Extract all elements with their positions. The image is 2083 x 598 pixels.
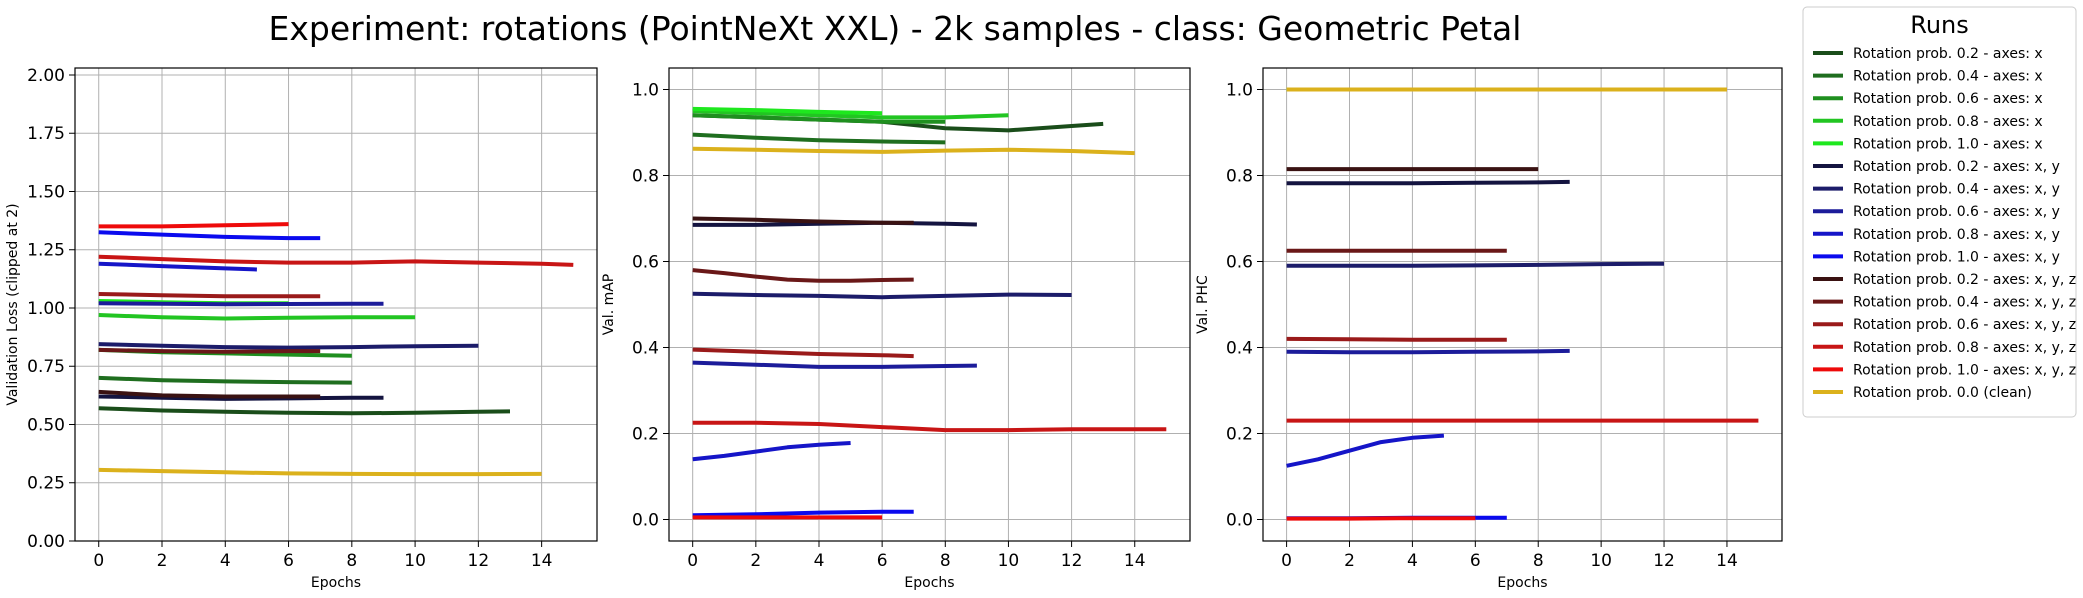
series-line: [1287, 182, 1570, 183]
series-line: [99, 224, 289, 226]
y-tick-label: 1.75: [27, 124, 65, 144]
y-tick-label: 1.25: [27, 241, 65, 261]
x-tick-label: 12: [468, 551, 490, 571]
x-tick-label: 2: [750, 551, 761, 571]
x-tick-label: 6: [1470, 551, 1481, 571]
x-tick-label: 6: [283, 551, 294, 571]
legend-entry-label: Rotation prob. 0.8 - axes: x, y: [1853, 227, 2060, 243]
legend-entry-label: Rotation prob. 1.0 - axes: x: [1853, 136, 2043, 152]
x-tick-label: 2: [1344, 551, 1355, 571]
y-tick-label: 1.50: [27, 182, 65, 202]
legend-entry-label: Rotation prob. 1.0 - axes: x, y: [1853, 249, 2060, 265]
x-tick-label: 6: [877, 551, 888, 571]
legend-entry-label: Rotation prob. 0.2 - axes: x: [1853, 46, 2043, 62]
legend-entry-label: Rotation prob. 0.6 - axes: x, y, z: [1853, 317, 2076, 333]
y-tick-label: 0.4: [1226, 339, 1253, 359]
y-axis-label: Validation Loss (clipped at 2): [5, 203, 21, 405]
series-line: [1287, 351, 1570, 352]
legend-entry-label: Rotation prob. 0.8 - axes: x: [1853, 114, 2043, 130]
x-tick-label: 0: [687, 551, 698, 571]
legend-entry-label: Rotation prob. 0.4 - axes: x, y: [1853, 182, 2060, 198]
legend-entry-label: Rotation prob. 0.6 - axes: x, y: [1853, 204, 2060, 220]
series-line: [99, 294, 321, 296]
y-tick-label: 0.00: [27, 532, 65, 552]
x-axis-label: Epochs: [904, 575, 954, 591]
x-tick-label: 4: [814, 551, 825, 571]
x-tick-label: 12: [1653, 551, 1675, 571]
y-tick-label: 0.2: [1226, 425, 1253, 445]
series-line: [99, 303, 384, 304]
x-tick-label: 14: [1124, 551, 1146, 571]
legend-entry-label: Rotation prob. 0.4 - axes: x, y, z: [1853, 295, 2076, 311]
x-tick-label: 8: [346, 551, 357, 571]
x-tick-label: 10: [1590, 551, 1612, 571]
x-axis-label: Epochs: [1497, 575, 1547, 591]
y-axis-label: Val. PHC: [1195, 275, 1211, 334]
series-line: [1287, 264, 1664, 266]
x-tick-label: 12: [1061, 551, 1083, 571]
x-tick-label: 0: [1281, 551, 1292, 571]
y-tick-label: 0.25: [27, 474, 65, 494]
y-tick-label: 0.8: [632, 167, 659, 187]
legend-entry-label: Rotation prob. 0.8 - axes: x, y, z: [1853, 340, 2076, 356]
x-tick-label: 8: [1533, 551, 1544, 571]
y-tick-label: 0.50: [27, 415, 65, 435]
legend-entry-label: Rotation prob. 1.0 - axes: x, y, z: [1853, 362, 2076, 378]
legend: Runs Rotation prob. 0.2 - axes: x Rotation…: [1803, 7, 2076, 417]
y-tick-label: 1.0: [632, 81, 659, 101]
series-line: [99, 350, 321, 352]
y-tick-label: 0.2: [632, 425, 659, 445]
figure-title: Experiment: rotations (PointNeXt XXL) - …: [269, 9, 1522, 48]
y-tick-label: 0.6: [1226, 253, 1253, 273]
y-tick-label: 0.8: [1226, 167, 1253, 187]
legend-title: Runs: [1910, 11, 1969, 39]
y-tick-label: 2.00: [27, 66, 65, 86]
legend-entry-label: Rotation prob. 0.4 - axes: x: [1853, 69, 2043, 85]
x-tick-label: 4: [1407, 551, 1418, 571]
legend-entry-label: Rotation prob. 0.0 (clean): [1853, 385, 2032, 401]
y-tick-label: 1.00: [27, 299, 65, 319]
legend-entry-label: Rotation prob. 0.2 - axes: x, y, z: [1853, 272, 2076, 288]
x-tick-label: 4: [220, 551, 231, 571]
y-tick-label: 1.0: [1226, 81, 1253, 101]
x-tick-label: 14: [531, 551, 553, 571]
x-tick-label: 10: [998, 551, 1020, 571]
y-tick-label: 0.0: [632, 511, 659, 531]
y-tick-label: 0.4: [632, 339, 659, 359]
legend-entry-label: Rotation prob. 0.6 - axes: x: [1853, 91, 2043, 107]
x-tick-label: 8: [940, 551, 951, 571]
x-tick-label: 10: [404, 551, 426, 571]
x-tick-label: 2: [157, 551, 168, 571]
y-axis-label: Val. mAP: [601, 274, 617, 336]
legend-entry-label: Rotation prob. 0.2 - axes: x, y: [1853, 159, 2060, 175]
series-line: [1287, 339, 1507, 340]
x-tick-label: 14: [1716, 551, 1738, 571]
x-axis-label: Epochs: [311, 575, 361, 591]
y-tick-label: 0.75: [27, 357, 65, 377]
y-tick-label: 0.0: [1226, 511, 1253, 531]
x-tick-label: 0: [93, 551, 104, 571]
y-tick-label: 0.6: [632, 253, 659, 273]
